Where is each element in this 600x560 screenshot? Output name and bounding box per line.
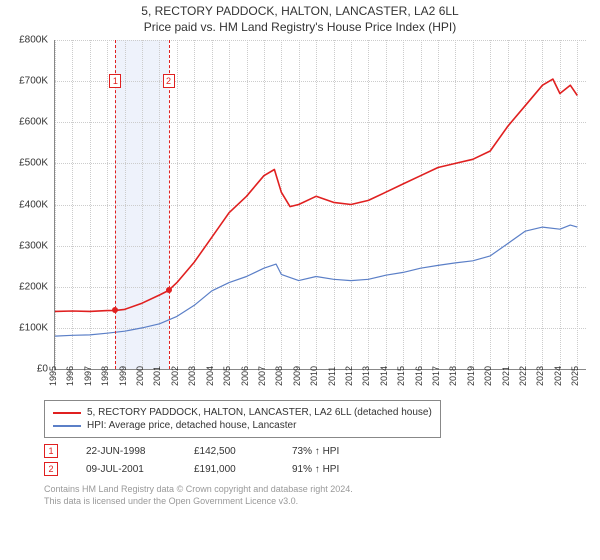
- event-date: 09-JUL-2001: [86, 464, 166, 475]
- y-tick-label: £400K: [19, 199, 48, 210]
- event-marker: 1: [109, 74, 121, 88]
- x-tick-label: 2024: [553, 366, 563, 386]
- events-table: 1 22-JUN-1998 £142,500 73% ↑ HPI 2 09-JUL-200…: [44, 444, 590, 476]
- x-axis: 1995199619971998199920002001200220032004…: [54, 370, 586, 390]
- x-tick-label: 1998: [100, 366, 110, 386]
- x-tick-label: 2018: [448, 366, 458, 386]
- data-point-dot: [166, 287, 172, 293]
- attribution: Contains HM Land Registry data © Crown c…: [44, 484, 590, 507]
- event-row: 2 09-JUL-2001 £191,000 91% ↑ HPI: [44, 462, 590, 476]
- x-tick-label: 2023: [535, 366, 545, 386]
- x-tick-label: 2005: [222, 366, 232, 386]
- legend-item: HPI: Average price, detached house, Lanc…: [53, 420, 432, 431]
- x-tick-label: 2015: [396, 366, 406, 386]
- x-tick-label: 2011: [327, 367, 337, 386]
- x-tick-label: 2025: [570, 366, 580, 386]
- y-tick-label: £200K: [19, 281, 48, 292]
- x-tick-label: 2012: [344, 366, 354, 386]
- x-tick-label: 2009: [292, 366, 302, 386]
- event-number-box: 1: [44, 444, 58, 458]
- x-tick-label: 2017: [431, 366, 441, 386]
- y-tick-label: £600K: [19, 117, 48, 128]
- x-tick-label: 1999: [118, 366, 128, 386]
- x-tick-label: 2000: [135, 366, 145, 386]
- chart-title: 5, RECTORY PADDOCK, HALTON, LANCASTER, L…: [0, 4, 600, 18]
- x-tick-label: 2019: [466, 366, 476, 386]
- attribution-line-2: This data is licensed under the Open Gov…: [44, 496, 590, 508]
- y-axis: £0£100K£200K£300K£400K£500K£600K£700K£80…: [10, 40, 50, 370]
- x-tick-label: 2001: [152, 366, 162, 386]
- x-tick-label: 2006: [240, 366, 250, 386]
- series-line: [55, 225, 577, 336]
- y-tick-label: £300K: [19, 240, 48, 251]
- x-tick-label: 1996: [65, 366, 75, 386]
- x-tick-label: 1997: [83, 366, 93, 386]
- legend-label: HPI: Average price, detached house, Lanc…: [87, 420, 296, 431]
- event-marker: 2: [163, 74, 175, 88]
- event-pct: 91% ↑ HPI: [292, 464, 339, 475]
- x-tick-label: 2021: [501, 366, 511, 386]
- x-tick-label: 1995: [48, 366, 58, 386]
- event-price: £191,000: [194, 464, 264, 475]
- event-price: £142,500: [194, 446, 264, 457]
- chart-subtitle: Price paid vs. HM Land Registry's House …: [0, 20, 600, 34]
- x-tick-label: 2008: [274, 366, 284, 386]
- y-tick-label: £0: [37, 364, 48, 375]
- y-tick-label: £500K: [19, 158, 48, 169]
- y-tick-label: £800K: [19, 35, 48, 46]
- x-tick-label: 2007: [257, 366, 267, 386]
- plot-region: 12: [54, 40, 586, 370]
- x-tick-label: 2016: [414, 366, 424, 386]
- legend-item: 5, RECTORY PADDOCK, HALTON, LANCASTER, L…: [53, 407, 432, 418]
- legend: 5, RECTORY PADDOCK, HALTON, LANCASTER, L…: [44, 400, 441, 438]
- event-date: 22-JUN-1998: [86, 446, 166, 457]
- x-tick-label: 2022: [518, 366, 528, 386]
- x-tick-label: 2002: [170, 366, 180, 386]
- event-row: 1 22-JUN-1998 £142,500 73% ↑ HPI: [44, 444, 590, 458]
- lines-svg: [55, 40, 586, 369]
- x-tick-label: 2013: [361, 366, 371, 386]
- x-tick-label: 2010: [309, 366, 319, 386]
- x-tick-label: 2014: [379, 366, 389, 386]
- y-tick-label: £700K: [19, 76, 48, 87]
- x-tick-label: 2004: [205, 366, 215, 386]
- data-point-dot: [112, 307, 118, 313]
- event-line: [169, 40, 170, 369]
- event-line: [115, 40, 116, 369]
- event-number-box: 2: [44, 462, 58, 476]
- attribution-line-1: Contains HM Land Registry data © Crown c…: [44, 484, 590, 496]
- event-pct: 73% ↑ HPI: [292, 446, 339, 457]
- y-tick-label: £100K: [19, 322, 48, 333]
- legend-swatch: [53, 412, 81, 414]
- x-tick-label: 2003: [187, 366, 197, 386]
- x-tick-label: 2020: [483, 366, 493, 386]
- legend-swatch: [53, 425, 81, 427]
- legend-label: 5, RECTORY PADDOCK, HALTON, LANCASTER, L…: [87, 407, 432, 418]
- chart-area: £0£100K£200K£300K£400K£500K£600K£700K£80…: [10, 40, 590, 390]
